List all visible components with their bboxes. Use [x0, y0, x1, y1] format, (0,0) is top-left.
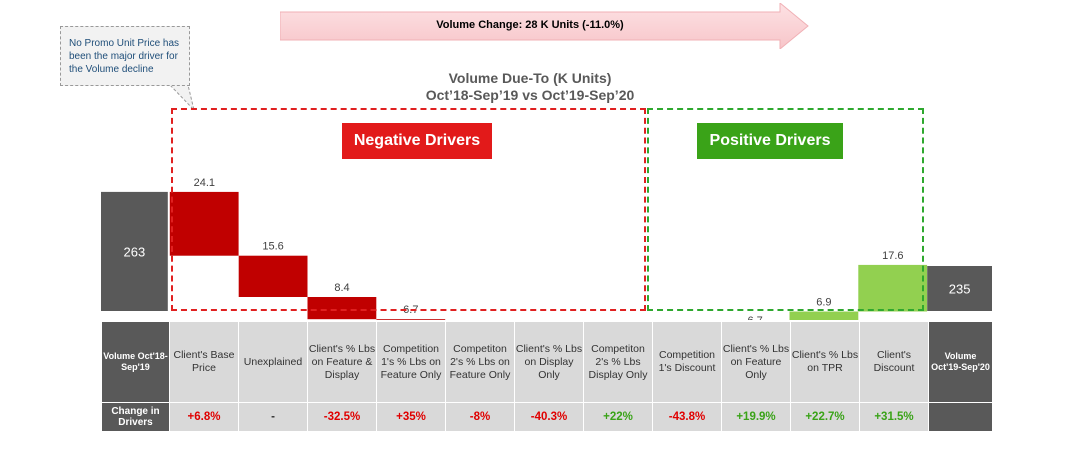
positive-drivers-label: Positive Drivers — [697, 123, 843, 159]
driver-change-cell: +22.7% — [790, 402, 860, 432]
driver-header-cell: Client's % Lbs on Feature Only — [721, 321, 791, 403]
negative-driver-bar — [238, 255, 308, 297]
negative-drivers-box — [171, 108, 646, 311]
driver-header-cell: Competition 1's % Lbs on Feature Only — [376, 321, 446, 403]
driver-value-label: 8.4 — [334, 282, 349, 294]
driver-value-label: 15.6 — [262, 241, 283, 253]
callout-pointer — [168, 84, 195, 112]
positive-driver-bar — [858, 264, 928, 312]
negative-drivers-label: Negative Drivers — [342, 123, 492, 159]
volume-change-arrow — [280, 3, 809, 49]
change-row-label: Change in Drivers — [101, 402, 170, 432]
change-row: Change in Drivers +6.8% - -32.5% +35% -8% -40… — [101, 402, 993, 432]
volume-change-text: Volume Change: 28 K Units (-11.0%) — [436, 19, 624, 31]
negative-driver-bar — [376, 319, 446, 320]
chart-title: Volume Due-To (K Units) Oct’18-Sep’19 vs… — [380, 70, 680, 104]
positive-driver-bar — [789, 311, 859, 320]
driver-change-cell: +19.9% — [721, 402, 791, 432]
driver-change-cell: +6.8% — [169, 402, 239, 432]
driver-change-cell: +22% — [583, 402, 653, 432]
driver-header-cell: Client's % Lbs on TPR — [790, 321, 860, 403]
driver-change-cell: -8% — [445, 402, 515, 432]
chart-title-line2: Oct’18-Sep’19 vs Oct’19-Sep’20 — [425, 87, 635, 103]
driver-header-cell: Client's % Lbs on Display Only — [514, 321, 584, 403]
waterfall-chart: 26324.115.68.46.74.32.01.74.06.76.917.62… — [101, 177, 992, 320]
end-volume-change-cell — [928, 402, 993, 432]
driver-value-label: 6.9 — [816, 297, 831, 309]
negative-driver-bar — [169, 191, 239, 256]
chart-title-line1: Volume Due-To (K Units) — [448, 70, 612, 86]
driver-change-cell: +35% — [376, 402, 446, 432]
driver-header-cell: Competition 1's Discount — [652, 321, 722, 403]
negative-driver-bar — [307, 297, 377, 320]
start-total-bar — [101, 191, 168, 311]
driver-change-cell: -32.5% — [307, 402, 377, 432]
driver-header-cell: Competiton 2's % Lbs on Feature Only — [445, 321, 515, 403]
driver-change-cell: -43.8% — [652, 402, 722, 432]
start-volume-header: Volume Oct'18-Sep'19 — [101, 321, 170, 403]
drivers-table: Volume Oct'18-Sep'19 Client's Base Price… — [101, 321, 993, 432]
driver-header-cell: Client's % Lbs on Feature & Display — [307, 321, 377, 403]
driver-header-cell: Competiton 2's % Lbs Display Only — [583, 321, 653, 403]
driver-value-label: 6.7 — [747, 315, 762, 320]
driver-change-cell: -40.3% — [514, 402, 584, 432]
callout-note: No Promo Unit Price has been the major d… — [60, 26, 190, 86]
end-total-label: 235 — [949, 282, 971, 297]
end-total-bar — [927, 266, 992, 311]
positive-drivers-box — [647, 108, 924, 311]
driver-value-label: 17.6 — [882, 250, 903, 262]
driver-change-cell: +31.5% — [859, 402, 929, 432]
end-volume-header: Volume Oct'19-Sep'20 — [928, 321, 993, 403]
driver-value-label: 24.1 — [194, 177, 215, 189]
driver-header-cell: Unexplained — [238, 321, 308, 403]
driver-header-cell: Client's Base Price — [169, 321, 239, 403]
driver-header-row: Volume Oct'18-Sep'19 Client's Base Price… — [101, 321, 993, 403]
driver-header-cell: Client's Discount — [859, 321, 929, 403]
driver-change-cell: - — [238, 402, 308, 432]
start-total-label: 263 — [124, 244, 146, 259]
